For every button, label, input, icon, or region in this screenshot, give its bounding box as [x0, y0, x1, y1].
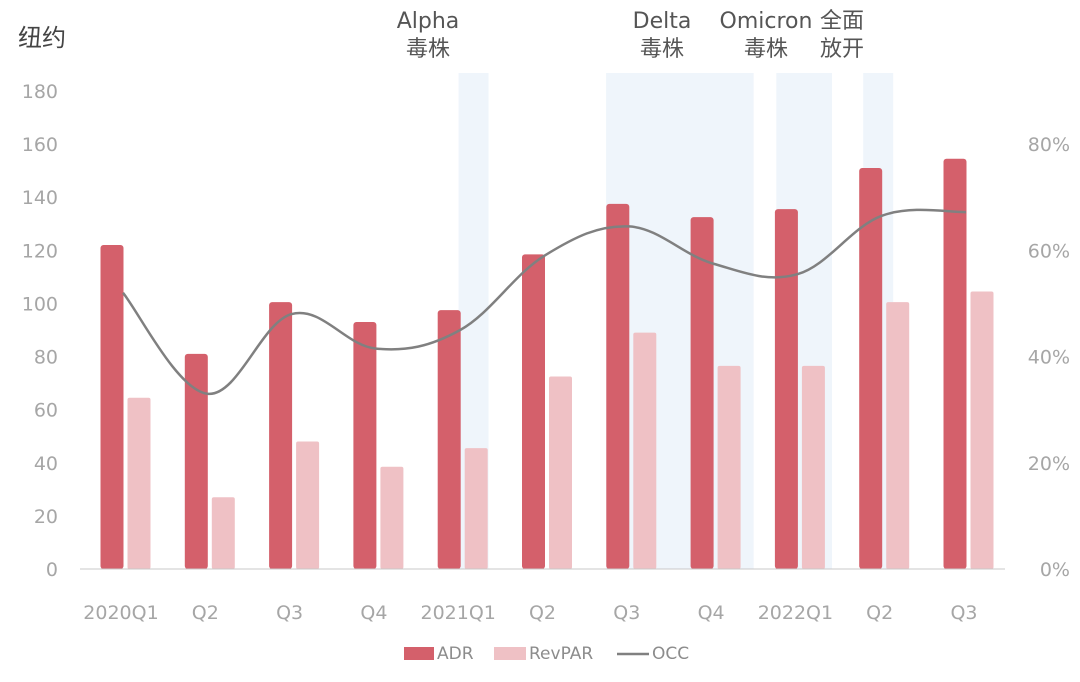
- revpar-bar: [886, 302, 910, 569]
- revpar-bar: [127, 397, 151, 569]
- left-axis: 0 20 40 60 80 100 120 140 160 180: [22, 81, 58, 581]
- event-bands: [458, 73, 894, 569]
- revpar-bar: [801, 365, 825, 569]
- occ-line-layer: [122, 208, 967, 395]
- event-annotation: 全面放开: [820, 9, 864, 62]
- left-tick-label: 0: [46, 559, 58, 581]
- right-tick-label: 60%: [1028, 240, 1070, 262]
- bars: [100, 158, 994, 570]
- adr-bar: [943, 158, 967, 569]
- left-tick-label: 40: [34, 453, 58, 475]
- legend-label: ADR: [437, 644, 474, 664]
- legend-label: RevPAR: [529, 644, 593, 664]
- x-tick-label: 2021Q1: [420, 602, 495, 624]
- x-tick-label: 2022Q1: [758, 602, 833, 624]
- revpar-bar: [211, 497, 235, 569]
- revpar-bar: [380, 466, 404, 569]
- x-axis: 2020Q1 Q2 Q3 Q4 2021Q1 Q2 Q3 Q4 2022Q1 Q2 Q3: [83, 602, 977, 624]
- x-tick-label: 2020Q1: [83, 602, 158, 624]
- left-tick-label: 160: [22, 134, 58, 156]
- revpar-bar: [633, 332, 657, 569]
- adr-bar: [690, 217, 714, 569]
- chart-title: 纽约: [18, 24, 66, 52]
- adr-bar: [859, 168, 883, 569]
- right-axis: 0% 20% 40% 60% 80%: [1028, 134, 1070, 581]
- adr-bar: [353, 322, 377, 569]
- left-tick-label: 180: [22, 81, 58, 103]
- event-annotation: Delta 毒株: [633, 9, 692, 62]
- right-tick-label: 40%: [1028, 347, 1070, 369]
- right-tick-label: 0%: [1040, 559, 1070, 581]
- left-tick-label: 120: [22, 240, 58, 262]
- adr-bar: [184, 353, 208, 569]
- x-tick-label: Q3: [950, 602, 977, 624]
- left-tick-label: 60: [34, 400, 58, 422]
- adr-bar: [606, 203, 630, 569]
- adr-bar: [269, 302, 293, 569]
- occ-line: [122, 208, 967, 395]
- x-tick-label: Q2: [529, 602, 556, 624]
- adr-bar: [437, 310, 461, 569]
- right-tick-label: 20%: [1028, 453, 1070, 475]
- revpar-bar: [717, 365, 741, 569]
- x-tick-label: Q4: [698, 602, 725, 624]
- event-annotation: Alpha 毒株: [397, 9, 460, 62]
- legend-swatch-revpar: [494, 647, 526, 660]
- revpar-bar: [549, 376, 572, 569]
- x-tick-label: Q3: [613, 602, 640, 624]
- left-tick-label: 100: [22, 293, 58, 315]
- x-tick-label: Q4: [360, 602, 387, 624]
- legend-swatch-adr: [404, 647, 434, 660]
- left-tick-label: 20: [34, 506, 58, 528]
- x-tick-label: Q2: [866, 602, 893, 624]
- adr-bar: [774, 209, 798, 569]
- left-tick-label: 80: [34, 347, 58, 369]
- event-annotation: Omicron 毒株: [720, 9, 813, 62]
- revpar-bar: [970, 291, 994, 569]
- revpar-bar: [464, 448, 488, 569]
- adr-bar: [522, 254, 545, 570]
- legend-label: OCC: [652, 644, 689, 664]
- right-tick-label: 80%: [1028, 134, 1070, 156]
- legend: ADR RevPAR OCC: [404, 644, 689, 664]
- revpar-bar: [296, 441, 320, 569]
- x-tick-label: Q2: [192, 602, 219, 624]
- left-tick-label: 140: [22, 187, 58, 209]
- x-tick-label: Q3: [276, 602, 303, 624]
- adr-bar: [100, 245, 124, 569]
